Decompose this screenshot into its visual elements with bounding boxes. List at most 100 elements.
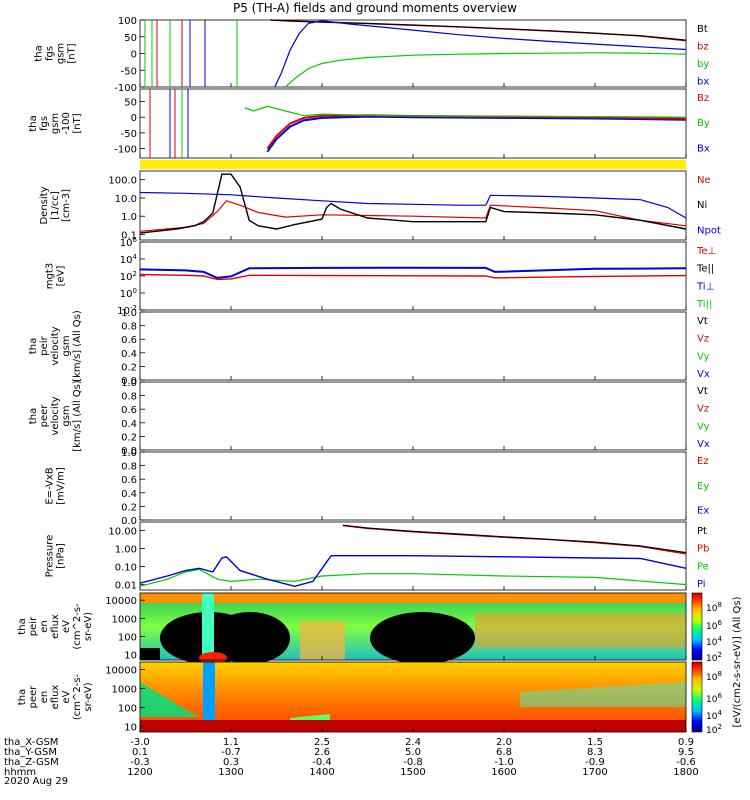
- legend-pi: Pi: [697, 579, 706, 590]
- legend-by: by: [697, 59, 709, 70]
- footer-value: 9.5: [678, 747, 694, 758]
- y-tick-label: 1.00: [115, 545, 137, 556]
- y-tick-label: 0.4: [121, 419, 137, 430]
- colorbar-tick-label: 104: [706, 635, 722, 648]
- panel-peir_vel: 1.0 0.8 0.6 0.4 0.2 0.0 thapeirvelocitygsm[km/…: [28, 308, 710, 387]
- footer-value: -0.8: [403, 757, 423, 768]
- footer-value: 1700: [582, 767, 607, 778]
- y-tick-label: 50: [124, 33, 137, 44]
- y-tick-label: 0.6: [121, 475, 137, 486]
- y-tick-label: 10: [124, 651, 137, 662]
- y-tick-label: 104: [120, 253, 138, 266]
- y-tick-label: 102: [120, 270, 137, 283]
- y-tick-label: 50: [124, 98, 137, 109]
- y-tick-label: 0.0: [121, 516, 137, 527]
- series-pressure_t: [342, 524, 687, 554]
- footer-row-label: tha_Y-GSM: [4, 747, 57, 758]
- y-tick-label: 0: [131, 50, 137, 61]
- y-tick-label: 0.0: [121, 446, 137, 457]
- y-tick-label: -50: [121, 129, 137, 140]
- peir-dark-region: [370, 612, 475, 664]
- legend-pe: Pe: [697, 561, 709, 572]
- footer-value: -3.0: [130, 737, 150, 748]
- series-density_e: [139, 200, 687, 232]
- footer-value: 1400: [309, 767, 334, 778]
- series-by_gsm: [285, 52, 687, 88]
- footer-value: 2.5: [314, 737, 330, 748]
- peer-vertical-band: [203, 662, 215, 720]
- footer-value: -0.3: [130, 757, 150, 768]
- legend-vx: Vx: [697, 439, 710, 450]
- peir-top-band: [140, 593, 686, 603]
- colorbar-tick-label: 108: [706, 670, 722, 683]
- footer-row-label: hhmm: [4, 767, 36, 778]
- y-tick-label: 0.4: [121, 489, 137, 500]
- y-tick-label: 0.6: [121, 405, 137, 416]
- date-label: 2020 Aug 29: [4, 776, 68, 787]
- y-tick-label: 1.0: [121, 378, 137, 389]
- footer-value: 5.0: [405, 747, 421, 758]
- series-pressure_i: [139, 555, 687, 588]
- legend-vz: Vz: [697, 404, 709, 415]
- peir-orange-region: [300, 621, 345, 660]
- legend-bt: Bt: [697, 24, 708, 35]
- colorbar-tick-label: 108: [706, 601, 722, 614]
- y-tick-label: 0.6: [121, 335, 137, 346]
- y-tick-label: 0: [131, 113, 137, 124]
- panel-frame: [139, 381, 687, 451]
- y-tick-label: 1.0: [121, 308, 137, 319]
- footer-value: 0.3: [223, 757, 239, 768]
- panel-pressure: 10.00 1.00 0.10 0.01 Pressure[nPa] Pt Pb Pe Pi: [45, 521, 709, 592]
- footer-value: 1800: [673, 767, 698, 778]
- y-tick-label: 10000: [105, 596, 137, 607]
- footer-value: 1.5: [587, 737, 603, 748]
- panel-fgs: 100 50 0 -50 -100 thafgsgsm[nT] Bt bz by bx: [34, 16, 710, 94]
- panel-peir_spec: 10000 1000 100 10 thapeirenefluxeV(cm^2-s-sr…: [17, 592, 687, 664]
- colorbar-tick-label: 102: [706, 723, 722, 736]
- panel-frame: [139, 311, 687, 381]
- series-by_dsl: [244, 105, 687, 118]
- legend-vy: Vy: [697, 351, 710, 362]
- colorbar-tick-label: 106: [706, 692, 722, 705]
- y-tick-label: 0.8: [121, 392, 137, 403]
- y-tick-label: 0.2: [121, 362, 137, 373]
- legend-bz: bz: [697, 41, 709, 52]
- colorbar-tick-label: 102: [706, 651, 722, 664]
- legend-vt: Vt: [697, 316, 708, 327]
- legend-pt: Pt: [697, 526, 707, 537]
- series-density_i: [139, 173, 687, 234]
- panel-fgs_dsl: 50 0 -50 -100 thafgsgsm-100[nT] Bz By Bx: [28, 88, 710, 159]
- panel-peer_spec: 10000 1000 100 10 thapeerenefluxeV(cm^2-s-sr…: [17, 661, 687, 733]
- y-axis-label: thafgsgsm-100[nT]: [28, 112, 83, 135]
- legend-bz: Bz: [697, 93, 709, 104]
- legend-ne: Ne: [697, 175, 711, 186]
- legend-ez: Ez: [697, 456, 709, 467]
- panel-frame: [139, 451, 687, 521]
- colorbar-tick-label: 104: [706, 709, 722, 722]
- y-tick-label: 0.8: [121, 322, 137, 333]
- footer-value: 0.9: [678, 737, 694, 748]
- legend-npot: Npot: [697, 225, 721, 236]
- legend-bx: Bx: [697, 143, 710, 154]
- y-axis-label: Density[1/cc][cm-3]: [39, 186, 72, 224]
- series-bx_dsl: [266, 115, 687, 153]
- series-temp_e: [139, 273, 687, 281]
- series-density_pot: [139, 191, 687, 219]
- colorbar-peer: [691, 661, 703, 733]
- y-tick-label: 0.10: [115, 563, 137, 574]
- footer-value: 2.6: [314, 747, 330, 758]
- y-tick-label: 1.0: [121, 448, 137, 459]
- y-tick-label: 100: [120, 287, 137, 300]
- y-axis-label: thapeirvelocitygsm[km/s] (All Qs): [28, 310, 83, 382]
- panel-efield: 1.0 0.8 0.6 0.4 0.2 0.0 E=-VxB[mV/m] Ez Ey Ex: [45, 448, 710, 527]
- legend-ex: Ex: [697, 506, 709, 517]
- peer-green-region: [520, 682, 686, 707]
- y-tick-label: 0.2: [121, 502, 137, 513]
- panel-frame: [139, 88, 687, 159]
- y-tick-label: 10.0: [115, 194, 137, 205]
- peir-dark-region: [210, 612, 290, 664]
- mode-bar: [140, 160, 686, 169]
- y-tick-label: 10.00: [108, 527, 137, 538]
- y-tick-label: 0.4: [121, 349, 137, 360]
- footer-value: 6.8: [496, 747, 512, 758]
